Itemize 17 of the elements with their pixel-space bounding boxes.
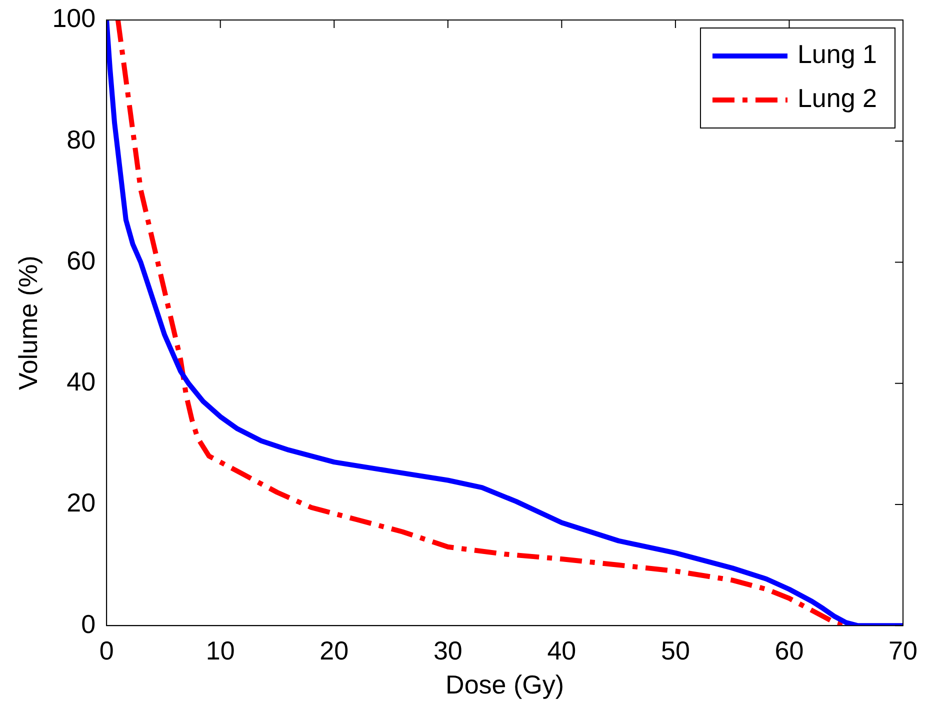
legend-label: Lung 2 bbox=[797, 83, 878, 114]
y-tick-label: 40 bbox=[66, 366, 96, 397]
x-tick-label: 20 bbox=[320, 635, 349, 666]
y-tick-label: 20 bbox=[66, 488, 96, 518]
y-axis-title: Volume (%) bbox=[12, 256, 43, 390]
y-tick-label: 80 bbox=[66, 124, 96, 154]
x-tick-label: 40 bbox=[547, 635, 576, 666]
x-tick-label: 10 bbox=[206, 635, 235, 666]
x-tick-label: 50 bbox=[660, 635, 690, 666]
x-axis-title: Dose (Gy) bbox=[446, 670, 564, 700]
y-tick-label: 0 bbox=[81, 608, 96, 639]
x-tick-label: 70 bbox=[888, 635, 918, 666]
x-tick-label: 30 bbox=[433, 635, 462, 666]
y-tick-label: 100 bbox=[52, 3, 96, 34]
legend-label: Lung 1 bbox=[797, 39, 878, 70]
y-tick-label: 60 bbox=[66, 245, 96, 276]
x-tick-label: 60 bbox=[774, 635, 804, 666]
